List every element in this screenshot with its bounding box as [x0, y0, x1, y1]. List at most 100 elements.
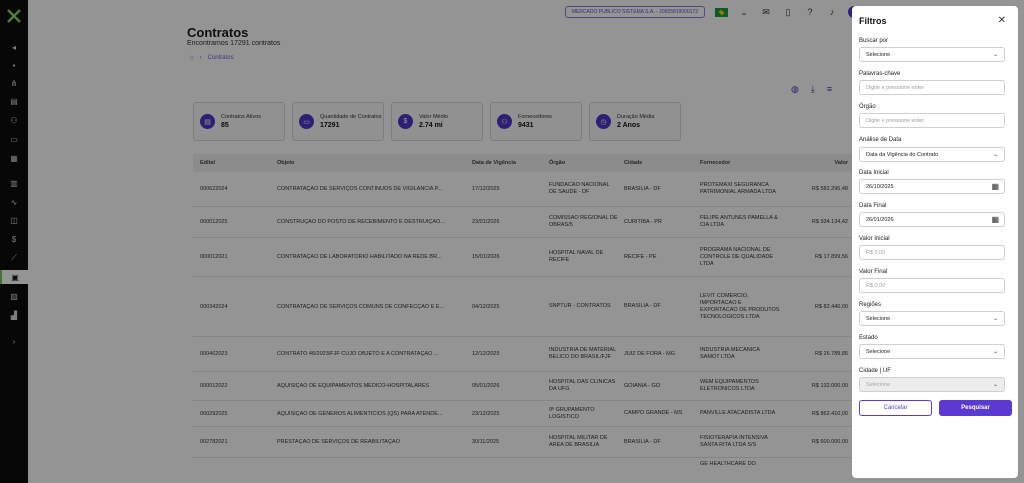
buscar-por-select[interactable]: Selecione ⌄: [859, 47, 1005, 62]
search-button[interactable]: Pesquisar: [939, 400, 1012, 416]
orgao-input[interactable]: Digite e pressione enter: [859, 113, 1005, 128]
palavras-chave-input[interactable]: Digite e pressione enter: [859, 80, 1005, 95]
cell-cidade: CAMPO GRANDE - MS: [624, 410, 683, 416]
sidebar-contracts-icon[interactable]: ▣: [0, 270, 28, 284]
cell-objeto: CONTRATAÇÃO DE SERVIÇOS COMUNS DE CONFEC…: [277, 303, 445, 310]
sidebar-calendar-icon[interactable]: ▦: [10, 153, 18, 163]
cell-fornecedor: LEVIT COMERCIO, IMPORTACAO E EXPORTACAO …: [700, 292, 780, 320]
download-icon[interactable]: ⤓: [810, 84, 815, 94]
sidebar-bar-chart-icon[interactable]: ▥: [10, 178, 18, 188]
home-icon[interactable]: ⌂: [190, 55, 194, 61]
cell-objeto: CONTRATAÇÃO DE SERVIÇOS CONTÍNUOS DE VIG…: [277, 186, 443, 192]
cell-valor: R$ 934.134,42: [811, 219, 848, 225]
table-row[interactable]: 000462023 CONTRATO 46/2023/FJF CUJO OBJE…: [193, 337, 852, 372]
notification-bell-icon[interactable]: ♪: [829, 7, 835, 17]
cell-edital: 000622024: [200, 186, 228, 192]
cell-fornecedor: FELIPE ANTUNES PAMELLA & CIA LTDA: [700, 215, 778, 228]
table-row[interactable]: GE HEALTHCARE DO: [193, 458, 852, 470]
cidade-uf-select[interactable]: Selecione ⌄: [859, 377, 1005, 392]
clipboard-icon[interactable]: ▯: [785, 6, 791, 17]
header-orgao[interactable]: Órgão: [549, 159, 566, 166]
sidebar-megaphone-icon[interactable]: ◂: [11, 42, 16, 52]
filter-panel: Filtros ✕ Buscar por Selecione ⌄ Palavra…: [852, 6, 1018, 478]
sidebar-stats-icon[interactable]: ▟: [10, 310, 18, 320]
table-row[interactable]: 000292025 AQUISIÇÃO DE GÊNEROS ALIMENTÍC…: [193, 401, 852, 427]
card-contratos-ativos: ▤ Contratos Ativos 85: [193, 102, 285, 141]
valor-inicial-input[interactable]: R$ 0,00: [859, 245, 1005, 260]
sidebar-bookmark-icon[interactable]: ▪: [12, 60, 16, 70]
table-row[interactable]: 000012025 CONSTRUÇÃO DO POSTO DE RECEBIM…: [193, 207, 852, 238]
card-value: 17291: [320, 122, 340, 129]
cell-fornecedor: FISIOTERAPIA INTENSIVA SANTA RITA LTDA S…: [700, 435, 768, 448]
breadcrumb: ⌂ › Contratos: [190, 55, 234, 61]
regioes-value: Selecione: [866, 315, 891, 322]
clock-icon: ◷: [596, 114, 611, 129]
header-data-vigencia[interactable]: Data de Vigência: [472, 160, 516, 166]
cell-cidade: JUIZ DE FORA - MG: [624, 350, 676, 357]
data-inicial-input[interactable]: 26/10/2025 ▦: [859, 179, 1005, 194]
cell-edital: 000292025: [200, 410, 228, 417]
cell-edital: 000462023: [200, 351, 228, 357]
cell-edital: 000342024: [200, 303, 228, 310]
table-row[interactable]: 000622024 CONTRATAÇÃO DE SERVIÇOS CONTÍN…: [193, 172, 852, 207]
dollar-icon: $: [398, 114, 413, 129]
filter-panel-title: Filtros: [859, 16, 887, 26]
table-row[interactable]: 000012021 CONTRATAÇÃO DE LABORATÓRIO HAB…: [193, 238, 852, 277]
valor-final-input[interactable]: R$ 0,00: [859, 278, 1005, 293]
calendar-icon[interactable]: ▦: [991, 182, 999, 191]
card-label: Valor Médio: [419, 114, 448, 120]
cell-valor: R$ 82.440,00: [814, 303, 848, 310]
sidebar-network-icon[interactable]: ⋔: [10, 78, 18, 88]
data-final-input[interactable]: 26/01/2026 ▦: [859, 212, 1005, 227]
globe-icon[interactable]: ◍: [791, 84, 799, 94]
header-edital[interactable]: Edital: [200, 160, 215, 166]
calendar-icon[interactable]: ▦: [991, 215, 999, 224]
summary-cards: ▤ Contratos Ativos 85 ▭ Quantidade de Con…: [193, 102, 681, 141]
header-valor[interactable]: Valor: [834, 160, 848, 166]
cell-fornecedor: INDUSTRIA MECANICA SAMOT LTDA: [700, 347, 760, 360]
header-objeto[interactable]: Objeto: [277, 160, 295, 166]
analise-data-label: Análise de Data: [859, 137, 902, 143]
cell-data: 23/01/2026: [472, 219, 500, 225]
breadcrumb-contracts[interactable]: Contratos: [207, 55, 234, 61]
card-label: Fornecedores: [518, 114, 552, 120]
brazil-flag-icon[interactable]: [715, 7, 728, 17]
mail-icon[interactable]: ✉: [762, 6, 770, 17]
sidebar-user-check-icon[interactable]: ⚇: [10, 115, 18, 125]
company-selector[interactable]: MERCADO PUBLICO SISTEMA S.A. - 206558190…: [564, 6, 705, 18]
cell-valor: R$ 132.000,00: [811, 383, 848, 389]
sidebar-dollar-icon[interactable]: $: [11, 234, 17, 244]
analise-data-select[interactable]: Data da Vigência do Contrato ⌄: [859, 147, 1005, 162]
card-value: 2 Anos: [617, 122, 641, 129]
sidebar-line-chart-icon[interactable]: ⟋: [11, 253, 17, 262]
chevron-down-icon[interactable]: ⌄: [740, 6, 748, 17]
cell-data: 15/01/2026: [472, 254, 500, 260]
sidebar-database-icon[interactable]: ◫: [10, 215, 18, 225]
card-value: 85: [221, 122, 229, 129]
cell-orgao: HOSPITAL DAS CLINICAS DA UFG: [549, 379, 616, 392]
chevron-right-icon: ›: [199, 55, 202, 61]
sidebar-trend-icon[interactable]: ∿: [10, 197, 18, 207]
cell-valor: R$ 600.000,00: [811, 439, 848, 445]
regioes-select[interactable]: Selecione ⌄: [859, 311, 1005, 326]
table-row[interactable]: 000342024 CONTRATAÇÃO DE SERVIÇOS COMUNS…: [193, 277, 852, 337]
help-icon[interactable]: ?: [807, 7, 813, 17]
sidebar-expand-icon[interactable]: ›: [12, 336, 16, 346]
header-cidade[interactable]: Cidade: [624, 159, 643, 166]
table-row[interactable]: 002782021 PRESTAÇÃO DE SERVIÇOS DE REABI…: [193, 427, 852, 458]
sidebar-chat-icon[interactable]: ▭: [10, 134, 18, 144]
cancel-button[interactable]: Cancelar: [859, 400, 932, 416]
header-fornecedor[interactable]: Fornecedor: [700, 159, 731, 166]
sidebar-list-icon[interactable]: ▤: [10, 96, 18, 106]
table-row[interactable]: 000012022 AQUISIÇÃO DE EQUIPAMENTOS MÉDI…: [193, 372, 852, 401]
cell-fornecedor: PROTEMAXI SEGURANCA PATRIMONIAL ARMADA L…: [700, 182, 776, 195]
estado-select[interactable]: Selecione ⌄: [859, 344, 1005, 359]
cell-edital: 000012022: [200, 383, 228, 389]
users-icon: ⚇: [497, 114, 512, 129]
filter-icon[interactable]: ≡: [826, 84, 833, 94]
orgao-label: Órgão: [859, 104, 876, 110]
sidebar-archive-icon[interactable]: ▨: [10, 291, 18, 301]
card-valor-medio: $ Valor Médio 2.74 mi: [391, 102, 483, 141]
document-icon: ▤: [200, 114, 215, 129]
close-icon[interactable]: ✕: [997, 15, 1006, 26]
